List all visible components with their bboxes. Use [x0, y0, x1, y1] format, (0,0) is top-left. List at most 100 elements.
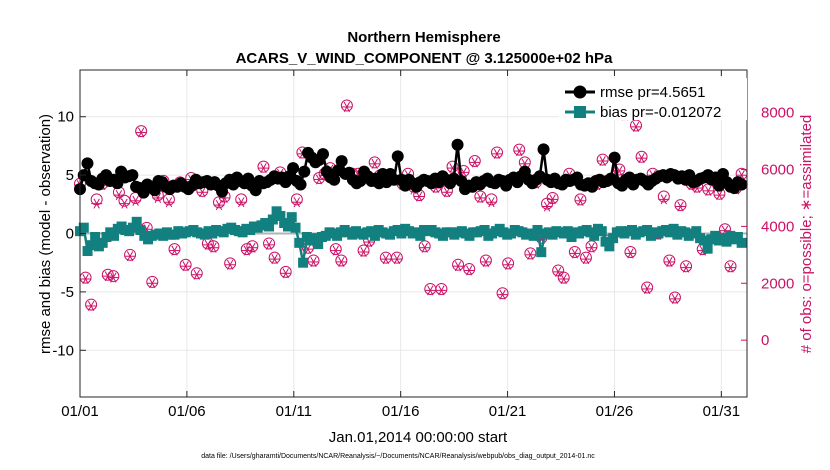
asterisk-stroke [282, 268, 289, 279]
obs-possible-point [357, 244, 370, 257]
x-tick-label: 01/01 [61, 403, 99, 420]
obs-assimilated-point [257, 163, 269, 174]
rmse-point [287, 162, 300, 175]
asterisk-stroke [499, 289, 506, 300]
obs-assimilated-point [641, 283, 653, 294]
asterisk-stroke [577, 195, 584, 206]
obs-assimilated-point [474, 192, 486, 203]
obs-assimilated-point [541, 201, 553, 212]
left-y-tick-label: -5 [61, 284, 74, 301]
obs-assimilated-point [135, 127, 147, 138]
bias-point [532, 224, 543, 235]
obs-possible-point [641, 281, 654, 294]
asterisk-stroke [438, 285, 445, 296]
obs-assimilated-point [663, 256, 675, 267]
asterisk-stroke [271, 254, 278, 265]
obs-possible-point [663, 254, 676, 267]
asterisk-stroke [727, 262, 734, 273]
asterisk-stroke [204, 239, 212, 250]
asterisk-stroke [516, 146, 523, 157]
obs-assimilated-point [463, 265, 475, 276]
bias-point [286, 212, 297, 223]
bias-point [313, 239, 324, 250]
rmse-point [451, 138, 464, 151]
legend-rmse-marker [573, 85, 587, 99]
bias-series [75, 206, 747, 268]
obs-possible-point [724, 260, 737, 273]
obs-possible-point [474, 190, 487, 203]
bias-point [691, 226, 702, 237]
obs-assimilated-point [702, 185, 714, 196]
asterisk-stroke [488, 197, 495, 208]
obs-assimilated-point [658, 194, 670, 205]
obs-assimilated-point [369, 158, 381, 169]
obs-possible-point [146, 275, 159, 288]
asterisk-stroke [666, 256, 673, 267]
rmse-point [537, 143, 550, 156]
obs-assimilated-point [308, 256, 320, 267]
obs-assimilated-point [91, 198, 103, 209]
asterisk-stroke [304, 244, 312, 255]
obs-assimilated-point [680, 262, 692, 273]
obs-assimilated-point [569, 248, 581, 259]
asterisk-stroke [660, 194, 667, 205]
bias-point [479, 224, 490, 235]
obs-assimilated-point [263, 239, 275, 250]
chart-title: Northern Hemisphere [347, 29, 500, 46]
obs-assimilated-point [224, 259, 236, 270]
asterisk-stroke [121, 198, 128, 209]
obs-possible-point [546, 191, 559, 204]
rmse-point [335, 155, 348, 168]
bias-point [86, 240, 97, 251]
obs-assimilated-point [124, 251, 136, 262]
bias-point [732, 232, 743, 243]
right-y-tick-label: 8000 [761, 105, 794, 122]
obs-assimilated-point [580, 254, 592, 265]
bias-point [82, 246, 93, 257]
bias-point [275, 210, 286, 221]
obs-possible-point [335, 254, 348, 267]
obs-assimilated-point [246, 242, 258, 253]
bias-point [294, 237, 305, 248]
obs-assimilated-point [380, 254, 392, 265]
obs-assimilated-point [485, 197, 497, 208]
obs-possible-point [279, 265, 292, 278]
obs-assimilated-point [102, 271, 114, 282]
asterisk-stroke [137, 127, 145, 138]
asterisk-stroke [599, 155, 606, 167]
rmse-point [298, 165, 311, 178]
asterisk-stroke [126, 251, 134, 262]
bias-point [109, 230, 120, 241]
asterisk-stroke [527, 249, 534, 260]
asterisk-stroke [338, 256, 345, 267]
asterisk-stroke [154, 192, 162, 203]
obs-possible-point [124, 248, 137, 261]
bias-point [604, 241, 615, 252]
obs-assimilated-point [358, 246, 370, 258]
obs-assimilated-point [669, 293, 681, 304]
obs-assimilated-point [636, 153, 648, 164]
obs-possible-point [85, 298, 98, 311]
obs-assimilated-point [491, 148, 503, 159]
rmse-point [391, 150, 404, 163]
obs-possible-point [674, 199, 687, 212]
asterisk-stroke [471, 157, 478, 168]
x-tick-label: 01/16 [382, 403, 420, 420]
bias-point [589, 230, 600, 241]
bias-point [135, 224, 146, 235]
obs-possible-point [368, 156, 381, 169]
asterisk-stroke [677, 201, 684, 212]
obs-assimilated-point [586, 242, 598, 253]
obs-possible-point [574, 193, 587, 206]
bias-point [309, 233, 320, 244]
obs-assimilated-point [597, 155, 609, 167]
asterisk-stroke [671, 293, 679, 304]
obs-assimilated-point [341, 101, 353, 112]
bias-point [736, 237, 747, 248]
obs-possible-point [491, 146, 504, 159]
asterisk-stroke [149, 278, 156, 289]
asterisk-stroke [132, 195, 139, 206]
obs-assimilated-point [480, 256, 492, 267]
bias-point [415, 230, 426, 241]
